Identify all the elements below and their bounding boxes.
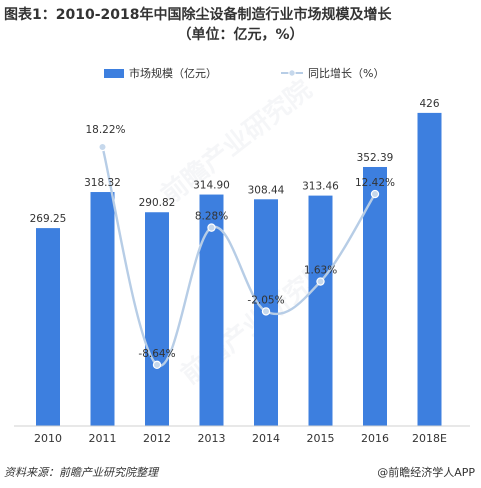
- bar-value-label-2011: 318.32: [84, 177, 121, 189]
- x-tick-label-2014: 2014: [252, 432, 280, 445]
- chart-title: 图表1：2010-2018年中国除尘设备制造行业市场规模及增长: [4, 7, 392, 23]
- bar-value-label-2015: 313.46: [302, 181, 339, 193]
- growth-value-label-2014: -2.05%: [247, 294, 284, 306]
- growth-value-label-2012: -8.64%: [138, 348, 175, 360]
- growth-value-label-2016: 12.42%: [355, 177, 395, 189]
- bar-2018E: [417, 112, 442, 426]
- bar-2011: [90, 192, 115, 426]
- x-tick-label-2013: 2013: [198, 432, 226, 445]
- bar-2010: [36, 228, 60, 426]
- bar-2015: [308, 195, 333, 426]
- growth-value-label-2013: 8.28%: [195, 211, 228, 223]
- bar-value-label-2016: 352.39: [357, 152, 394, 164]
- source-note: 资料来源：前瞻产业研究院整理: [4, 466, 158, 479]
- legend-bar-label: 市场规模（亿元）: [129, 66, 217, 80]
- bar-value-label-2014: 308.44: [248, 184, 285, 196]
- x-tick-label-2010: 2010: [34, 432, 62, 445]
- legend-line-label: 同比增长（%）: [308, 66, 384, 80]
- chart-subtitle-units: （单位：亿元，%）: [177, 27, 304, 43]
- growth-point-2011: [98, 142, 107, 152]
- growth-point-2012: [152, 360, 162, 370]
- bar-value-label-2013: 314.90: [193, 180, 230, 192]
- bar-value-label-2012: 290.82: [139, 197, 176, 209]
- growth-point-2015: [316, 277, 325, 286]
- legend-line-marker: [288, 69, 296, 77]
- bar-2016: [363, 166, 387, 426]
- growth-point-2013: [207, 223, 216, 232]
- bar-value-label-2018E: 426: [419, 98, 439, 110]
- bar-value-label-2010: 269.25: [30, 213, 67, 225]
- growth-point-2016: [370, 189, 380, 199]
- x-tick-label-2015: 2015: [307, 432, 335, 445]
- x-tick-label-2011: 2011: [89, 432, 117, 445]
- x-tick-label-2018E: 2018E: [412, 432, 447, 445]
- bar-2012: [145, 212, 169, 426]
- legend-bar-swatch: [104, 69, 124, 78]
- growth-value-label-2015: 1.63%: [304, 265, 337, 277]
- watermark: 前瞻产业研究院: [155, 74, 318, 210]
- bar-2013: [199, 194, 224, 426]
- x-tick-label-2012: 2012: [143, 432, 171, 445]
- brand-credit: @前瞻经济学人APP: [377, 466, 475, 479]
- growth-value-label-2011: 18.22%: [85, 124, 125, 136]
- x-tick-label-2016: 2016: [361, 432, 389, 445]
- growth-point-2014: [261, 307, 271, 316]
- legend: 市场规模（亿元） 同比增长（%）: [104, 66, 384, 80]
